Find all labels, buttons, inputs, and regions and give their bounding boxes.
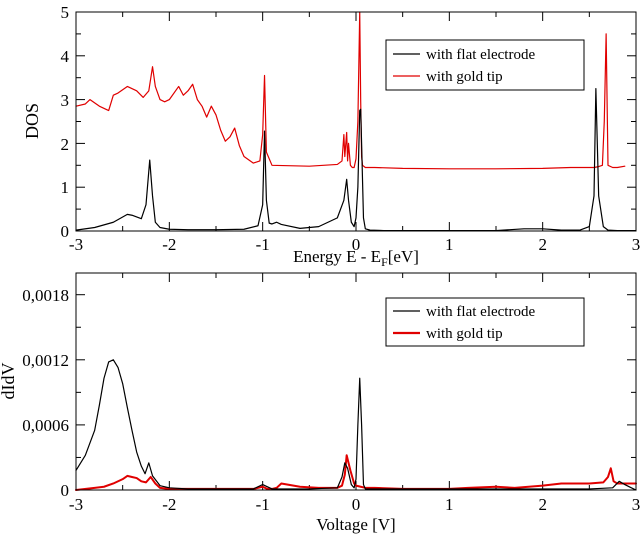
- didv-legend-box: [385, 297, 585, 347]
- didv-xtick-label: -1: [256, 495, 270, 514]
- dos-ytick-label: 2: [61, 135, 70, 154]
- didv-xtick-label: 0: [352, 495, 361, 514]
- didv-legend-label-gold: with gold tip: [426, 326, 503, 342]
- dos-xtick-label: 1: [445, 235, 454, 254]
- dos-ytick-label: 1: [61, 178, 70, 197]
- dos-xtick-label: -1: [256, 235, 270, 254]
- didv-legend-label-flat: with flat electrode: [426, 304, 535, 320]
- didv-xtick-label: -3: [69, 495, 83, 514]
- dos-xtick-label: -2: [162, 235, 176, 254]
- dos-xtick-label: -3: [69, 235, 83, 254]
- didv-xtick-label: 3: [632, 495, 641, 514]
- dos-series-flat-electrode: [75, 88, 637, 232]
- dos-xtick-label: 2: [538, 235, 547, 254]
- dos-ytick-label: 5: [61, 3, 70, 22]
- didv-xlabel: Voltage [V]: [316, 515, 395, 534]
- didv-ylabel: dIdV: [0, 363, 18, 400]
- didv-chart: -3 -2 -1 0 1 2 3 0 0,0006 0,0012 0,0018 …: [0, 272, 641, 534]
- didv-legend: with flat electrode with gold tip: [385, 297, 585, 347]
- dos-xlabel-subscript: F: [381, 255, 388, 269]
- didv-xtick-label: -2: [162, 495, 176, 514]
- didv-xtick-label: 1: [445, 495, 454, 514]
- dos-xtick-label: 0: [352, 235, 361, 254]
- dos-series-gold-tip: [75, 11, 626, 170]
- dos-legend-label-flat: with flat electrode: [426, 47, 535, 63]
- dos-ytick-label: 0: [61, 222, 70, 241]
- didv-ytick-label: 0,0012: [22, 351, 69, 370]
- dos-xlabel-unit: [eV]: [388, 247, 419, 266]
- didv-series-flat-electrode: [75, 359, 637, 491]
- didv-ytick-label: 0,0006: [22, 416, 69, 435]
- didv-plot-frame: [75, 272, 637, 491]
- dos-legend-label-gold: with gold tip: [426, 69, 503, 85]
- dos-legend-box: [385, 39, 585, 91]
- dos-plot-frame: [75, 11, 637, 232]
- dos-chart: -3 -2 -1 0 1 2 3 0 1 2 3 4 5 DOS Energy …: [22, 3, 640, 269]
- dos-ytick-label: 4: [61, 47, 70, 66]
- didv-ytick-label: 0: [61, 481, 70, 500]
- dos-xtick-label: 3: [632, 235, 641, 254]
- didv-xtick-label: 2: [538, 495, 547, 514]
- didv-series-gold-tip: [75, 454, 637, 491]
- didv-ytick-label: 0,0018: [22, 286, 69, 305]
- dos-ytick-label: 3: [61, 91, 70, 110]
- dos-xlabel: Energy E - EF[eV]: [293, 247, 419, 269]
- dos-ylabel: DOS: [22, 103, 42, 139]
- dos-legend: with flat electrode with gold tip: [385, 39, 585, 91]
- dos-xlabel-main: Energy E - E: [293, 247, 381, 266]
